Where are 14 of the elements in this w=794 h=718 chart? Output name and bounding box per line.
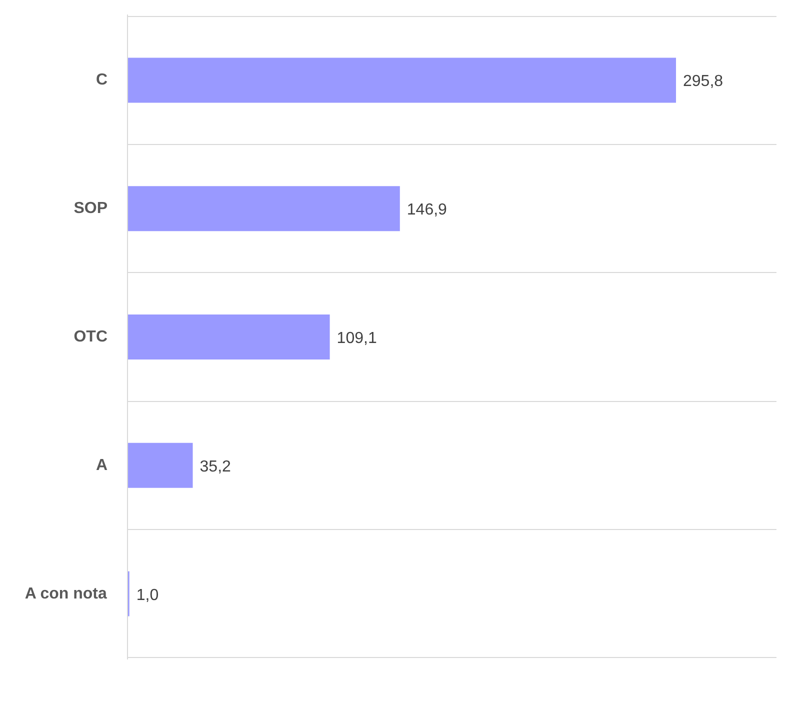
bar — [128, 58, 676, 103]
bar — [128, 186, 400, 232]
y-tick-label: SOP — [74, 200, 108, 218]
data-label: 1,0 — [136, 586, 159, 604]
data-label: 109,1 — [336, 330, 377, 347]
data-label: 35,2 — [200, 458, 232, 476]
bar — [128, 314, 330, 360]
y-tick-label: OTC — [74, 328, 108, 346]
data-label: 295,8 — [683, 73, 724, 90]
data-label: 146,9 — [406, 202, 448, 219]
y-tick-label: A — [96, 456, 108, 474]
y-tick-label: A con nota — [24, 585, 108, 602]
y-tick-label: C — [96, 72, 108, 89]
bar — [128, 442, 193, 488]
